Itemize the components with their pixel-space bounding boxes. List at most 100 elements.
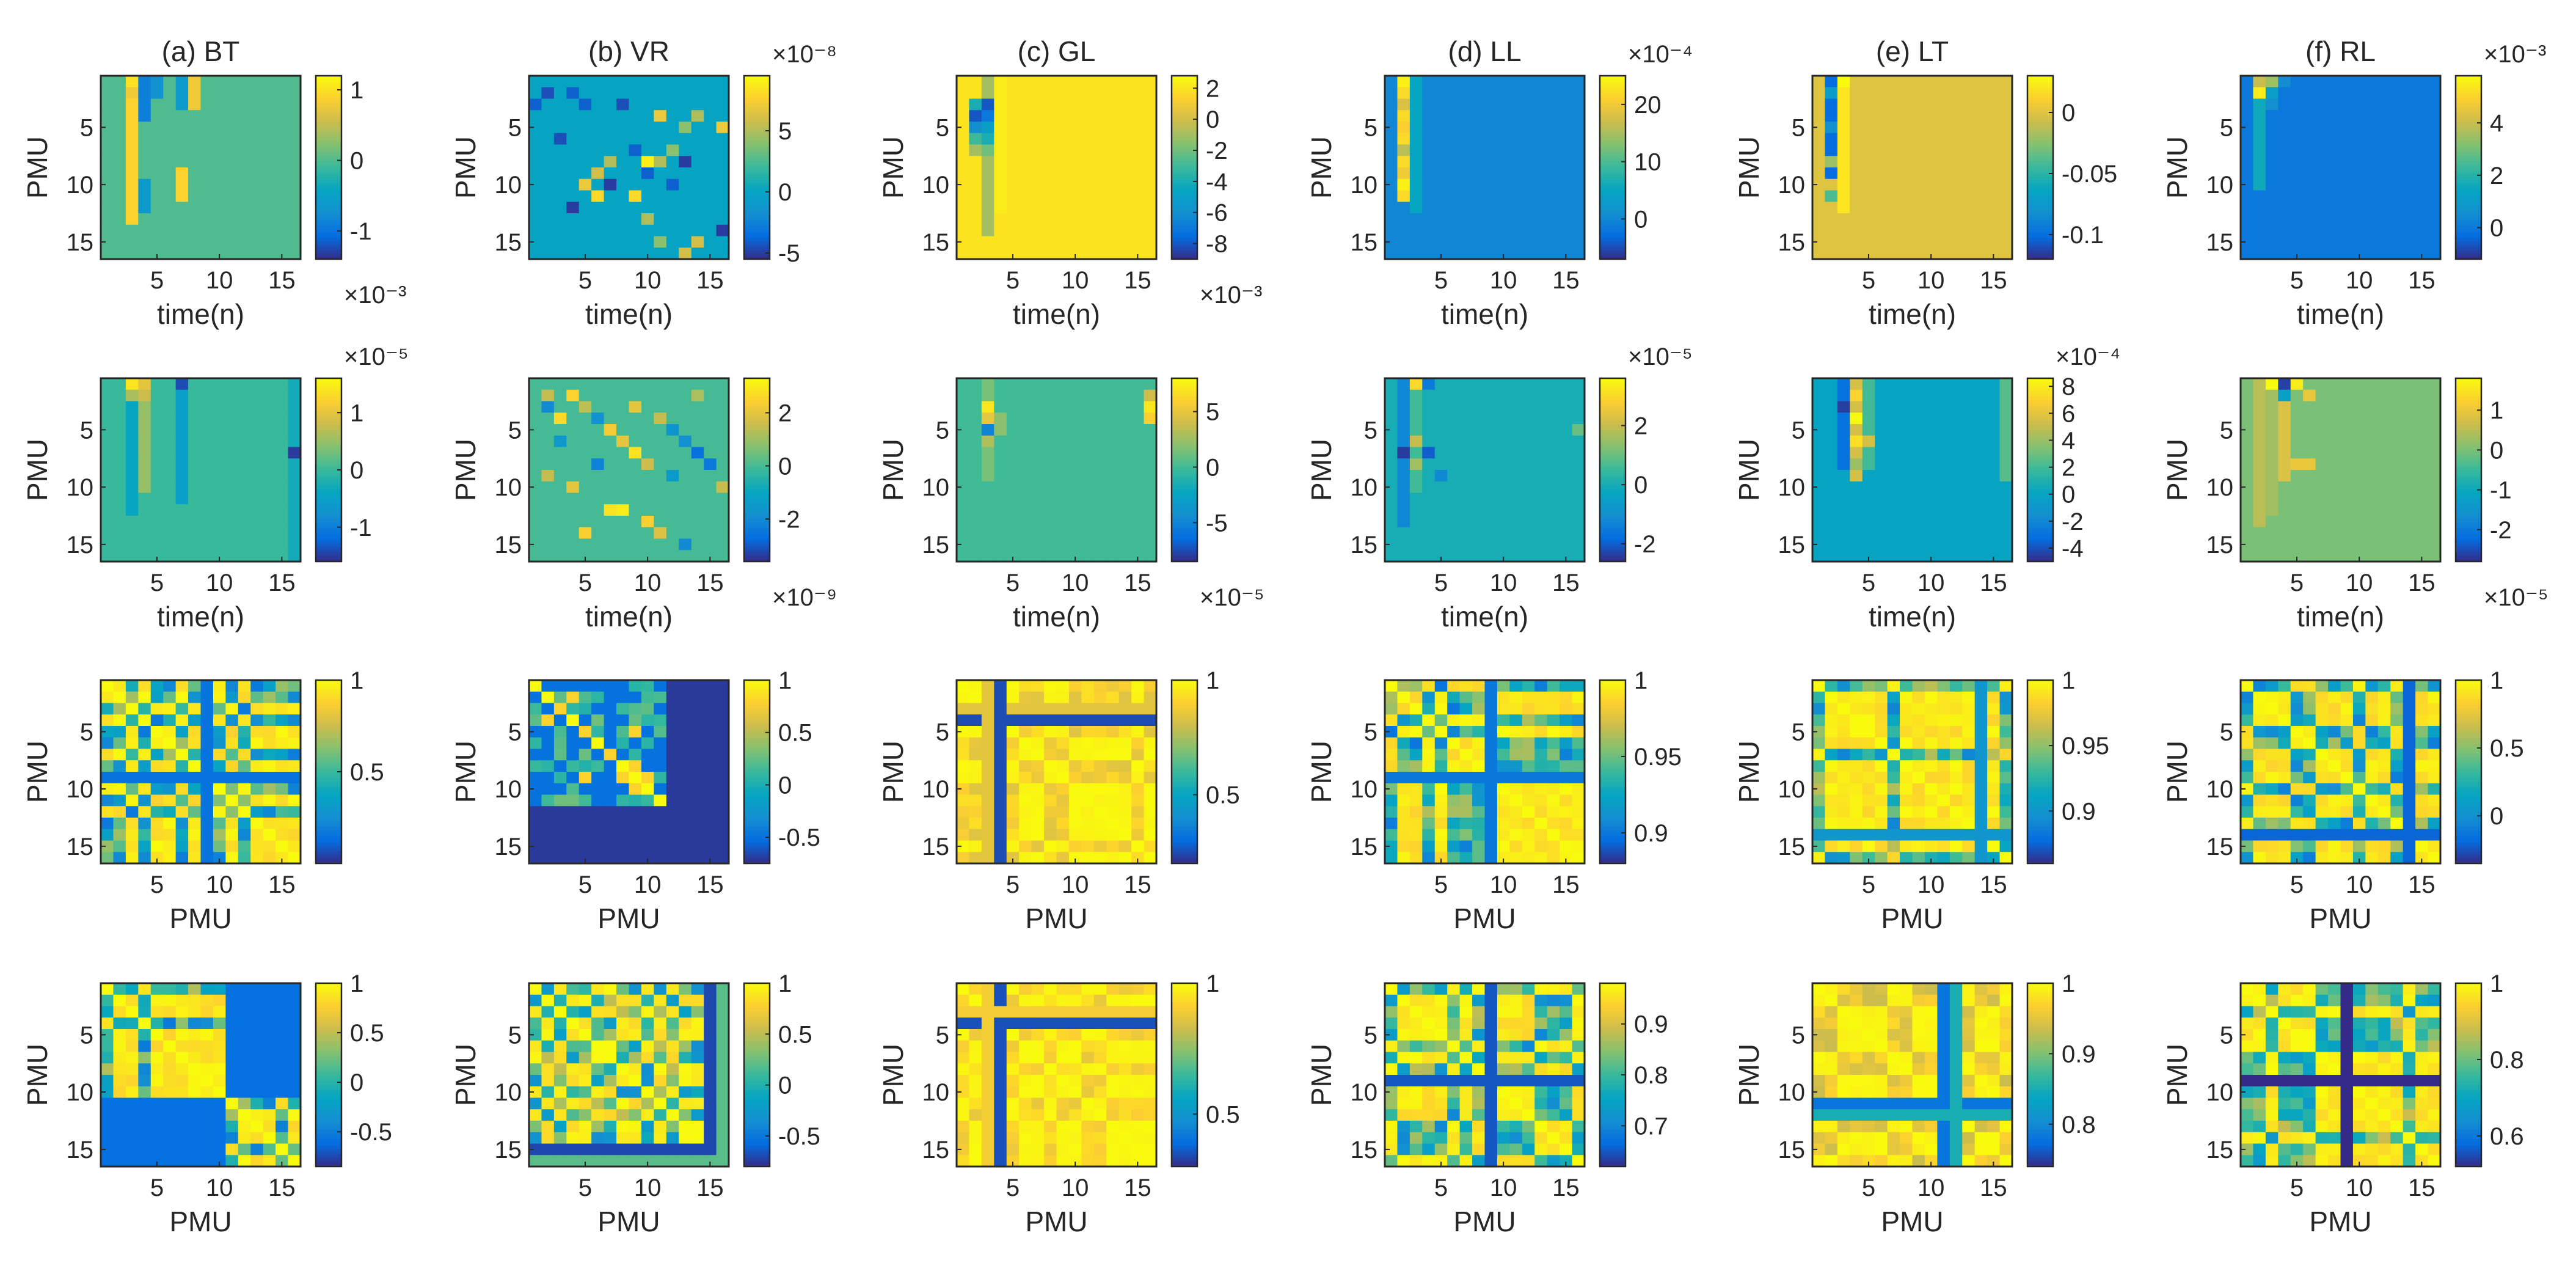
heatmap-cell <box>1472 378 1485 390</box>
heatmap-cell <box>566 156 579 167</box>
heatmap-cell <box>1509 133 1522 145</box>
heatmap-cell <box>2000 401 2013 413</box>
colorbar-segment <box>1172 161 1197 165</box>
colorbar-segment <box>1600 504 1626 507</box>
y-tick-label: 15 <box>495 532 522 559</box>
colorbar-exponent: ×10⁻⁵ <box>1200 584 1264 611</box>
heatmap-cell <box>654 179 666 191</box>
colorbar-segment <box>1172 183 1197 186</box>
colorbar-segment <box>2456 146 2481 150</box>
heatmap-cell <box>2390 225 2403 236</box>
heatmap-cell <box>2403 87 2416 99</box>
heatmap-cell <box>1497 447 1510 459</box>
heatmap-cell <box>2253 436 2266 447</box>
heatmap-cell <box>1057 470 1070 482</box>
heatmap-cell <box>151 110 164 122</box>
heatmap-cell <box>1547 156 1560 167</box>
heatmap-cell <box>1888 145 1900 156</box>
heatmap-cell <box>126 852 139 863</box>
heatmap-cell <box>994 99 1007 111</box>
heatmap-cell <box>2390 424 2403 436</box>
colorbar-segment <box>1172 549 1197 553</box>
heatmap-cell <box>1962 236 1975 248</box>
heatmap-cell <box>1032 458 1045 470</box>
colorbar-tick-label: 0 <box>2490 437 2503 464</box>
heatmap-cell <box>1106 482 1119 493</box>
heatmap-cell <box>1460 482 1473 493</box>
colorbar-segment <box>2027 125 2053 128</box>
x-tick-label: 15 <box>268 871 296 898</box>
heatmap-cell <box>176 818 189 829</box>
heatmap-cell <box>2390 110 2403 122</box>
colorbar-segment <box>2027 409 2053 412</box>
heatmap-cell <box>1044 749 1057 761</box>
colorbar-segment <box>744 827 770 830</box>
colorbar: 20-2-4-6-8×10⁻³ <box>1172 75 1262 309</box>
heatmap-cell <box>1410 133 1423 145</box>
heatmap-cell <box>1825 110 1837 122</box>
heatmap-cell <box>982 692 994 703</box>
x-tick-label: 5 <box>578 570 592 596</box>
heatmap-cell <box>1410 179 1423 191</box>
colorbar-segment <box>744 525 770 529</box>
heatmap-cell <box>1397 99 1410 111</box>
colorbar-segment <box>744 802 770 806</box>
heatmap-cell <box>957 527 969 539</box>
heatmap-cell <box>704 539 717 551</box>
heatmap-cell <box>1485 202 1498 213</box>
colorbar-segment <box>744 222 770 226</box>
heatmap-cell <box>1900 247 1913 259</box>
heatmap-cell <box>629 225 642 236</box>
heatmap-cell <box>982 179 994 191</box>
heatmap-cell <box>238 852 251 863</box>
heatmap-cell <box>994 493 1007 505</box>
heatmap-cell <box>288 179 301 191</box>
heatmap-cell <box>1397 550 1410 562</box>
heatmap-cell <box>616 156 629 167</box>
colorbar-segment <box>744 778 770 782</box>
heatmap-cell <box>238 806 251 818</box>
heatmap-cell <box>1497 122 1510 133</box>
heatmap-cell <box>1925 539 1938 551</box>
heatmap-cell <box>1081 703 1094 715</box>
heatmap-cell <box>101 225 114 236</box>
heatmap-cell <box>275 703 288 715</box>
heatmap-cell <box>1987 390 2000 401</box>
heatmap-cell <box>641 738 654 749</box>
heatmap-cell <box>1007 436 1020 447</box>
heatmap-cell <box>1057 806 1070 818</box>
heatmap-cell <box>1131 76 1144 87</box>
heatmap-cell <box>2341 516 2354 527</box>
heatmap-cell <box>604 818 617 829</box>
heatmap-cell <box>957 225 969 236</box>
colorbar-segment <box>2027 186 2053 189</box>
heatmap-cell <box>679 145 691 156</box>
heatmap-cell <box>2328 493 2341 505</box>
heatmap-cell <box>566 236 579 248</box>
heatmap-cell <box>1106 213 1119 225</box>
heatmap-cell <box>1447 527 1460 539</box>
heatmap-cell <box>1888 247 1900 259</box>
heatmap-cell <box>591 714 604 726</box>
heatmap-cell <box>654 795 666 807</box>
heatmap-cell <box>2428 110 2441 122</box>
heatmap-cell <box>604 550 617 562</box>
heatmap-cell <box>1019 236 1032 248</box>
heatmap-cell <box>666 539 679 551</box>
heatmap-cell <box>691 412 704 424</box>
heatmap-cell <box>1572 225 1585 236</box>
heatmap-cell <box>2291 122 2304 133</box>
colorbar-segment <box>316 222 341 226</box>
heatmap-cell <box>113 122 126 133</box>
colorbar-segment <box>316 692 341 696</box>
heatmap-cell <box>163 122 176 133</box>
heatmap-cell <box>2241 213 2253 225</box>
heatmap-cell <box>1875 516 1888 527</box>
heatmap-cell <box>138 680 151 692</box>
heatmap-cell <box>666 412 679 424</box>
heatmap-cell <box>1460 87 1473 99</box>
heatmap-cell <box>2291 482 2304 493</box>
heatmap-cell <box>2378 504 2391 516</box>
x-tick-label: 10 <box>1917 570 1945 596</box>
heatmap-cell <box>188 225 201 236</box>
